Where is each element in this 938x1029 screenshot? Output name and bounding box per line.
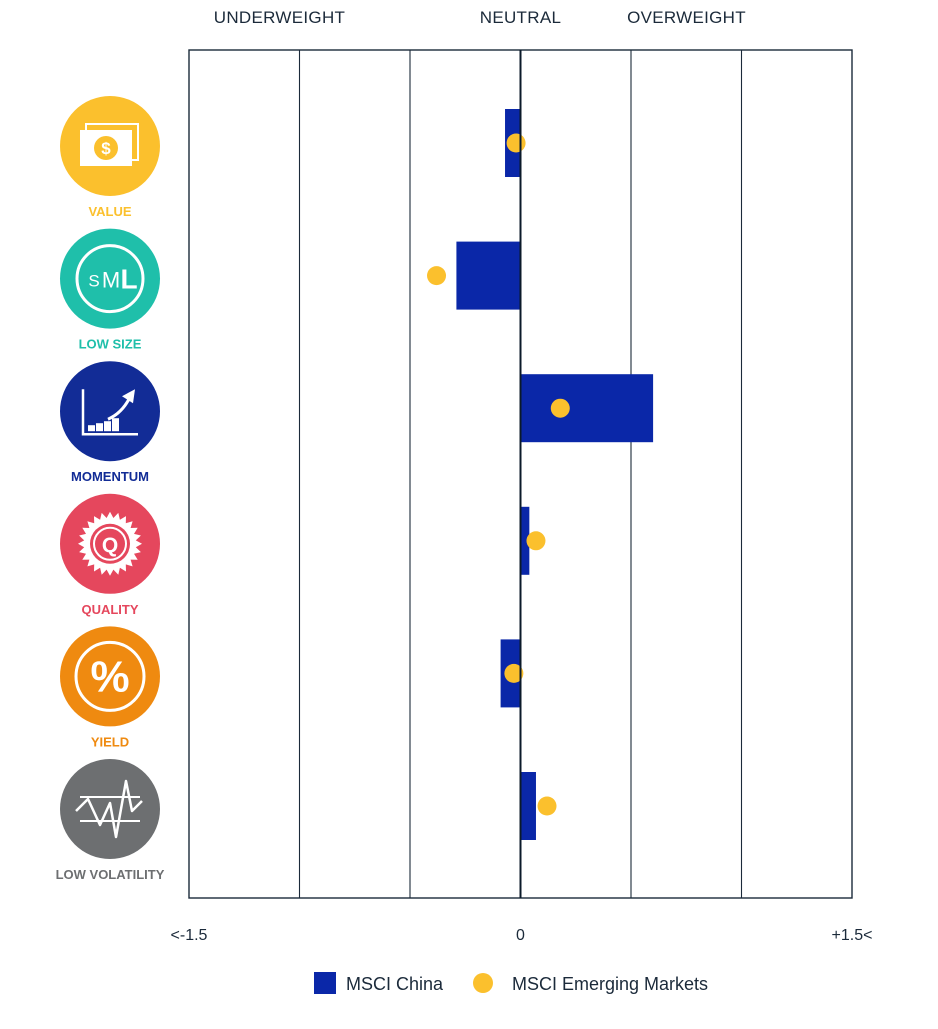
- zone-label-overweight: OVERWEIGHT: [627, 8, 746, 27]
- size-s: S: [88, 272, 99, 291]
- category-label: LOW SIZE: [79, 337, 142, 352]
- row-quality: Q QUALITY: [60, 493, 546, 617]
- percent-ring: [74, 640, 146, 712]
- legend-label-msci-em: MSCI Emerging Markets: [512, 974, 708, 994]
- mini-bar: [112, 418, 119, 432]
- category-label: VALUE: [88, 204, 131, 219]
- axes: [81, 389, 138, 436]
- dot-msci-em: [537, 796, 557, 816]
- icon-disc: [60, 228, 160, 329]
- category-label: LOW VOLATILITY: [56, 867, 165, 882]
- volatility-icon: [60, 759, 160, 859]
- volatility-line: [75, 779, 143, 839]
- tick-label: +1.5<: [832, 927, 873, 944]
- size-l: L: [120, 264, 137, 295]
- legend-label-msci-china: MSCI China: [346, 974, 444, 994]
- arrow-head: [122, 389, 135, 404]
- quality-badge-icon: Q: [60, 493, 160, 594]
- category-label: QUALITY: [81, 602, 138, 617]
- legend-swatch-msci-china: [314, 972, 336, 994]
- bar-msci-china: [520, 772, 536, 840]
- money-icon: $: [60, 96, 160, 196]
- momentum-chart-icon: [60, 361, 160, 462]
- dot-msci-em: [504, 663, 524, 683]
- percent-icon: %: [60, 626, 160, 727]
- bar-msci-china: [520, 374, 654, 443]
- tick-label: <-1.5: [171, 927, 208, 944]
- dot-msci-em: [427, 266, 447, 286]
- bar-msci-china: [456, 241, 521, 310]
- percent-sign: %: [90, 652, 129, 701]
- dot-msci-em: [506, 133, 526, 153]
- row-yield: % YIELD: [60, 626, 524, 749]
- dot-msci-em: [550, 398, 570, 418]
- category-label: YIELD: [91, 734, 129, 749]
- legend: MSCI China MSCI Emerging Markets: [314, 972, 708, 994]
- money-coin: [94, 136, 118, 160]
- icon-disc: [60, 361, 160, 462]
- legend-swatch-msci-em: [473, 973, 493, 993]
- row-value: $ VALUE: [60, 96, 526, 219]
- category-label: MOMENTUM: [71, 469, 149, 484]
- badge-core: [90, 523, 130, 564]
- zone-label-neutral: NEUTRAL: [480, 8, 561, 27]
- size-ring: [75, 244, 145, 314]
- mini-bar: [104, 421, 111, 432]
- badge-ring: [93, 526, 127, 561]
- tick-label: 0: [516, 927, 525, 944]
- mini-bar: [88, 425, 95, 432]
- size-m: M: [102, 268, 120, 293]
- badge-letter: Q: [102, 534, 118, 557]
- row-low-volatility: LOW VOLATILITY: [56, 759, 557, 882]
- dot-msci-em: [526, 531, 546, 551]
- bar-msci-china: [520, 506, 530, 575]
- row-low-size: S M L LOW SIZE: [60, 228, 521, 352]
- zone-label-underweight: UNDERWEIGHT: [214, 8, 345, 27]
- mini-bar: [96, 423, 103, 432]
- row-momentum: MOMENTUM: [60, 361, 654, 484]
- money-symbol: $: [101, 139, 111, 158]
